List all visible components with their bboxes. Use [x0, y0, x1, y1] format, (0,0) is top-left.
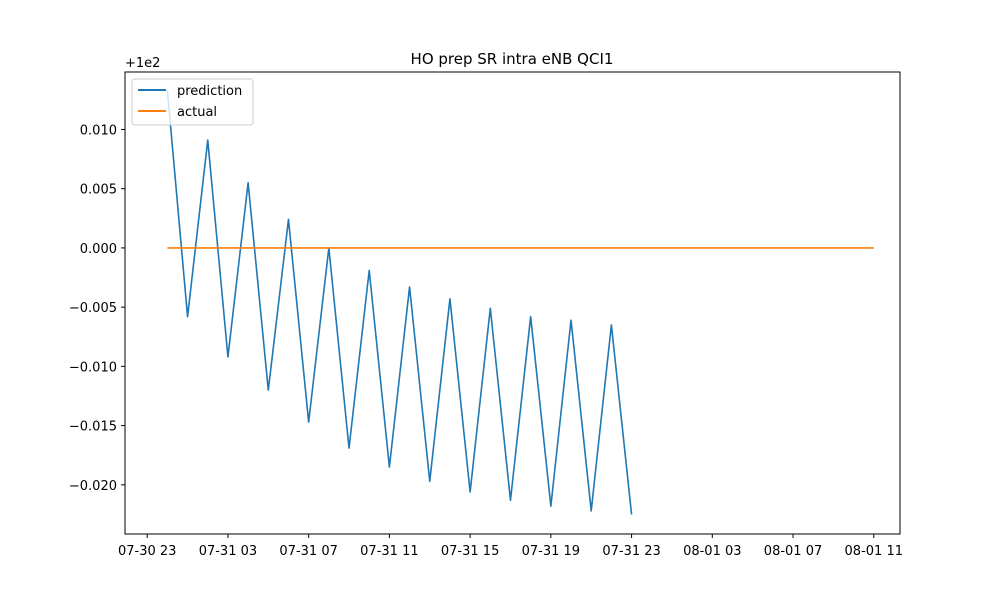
x-tick-label: 08-01 11 [845, 544, 903, 559]
y-tick-label: 0.000 [80, 242, 117, 257]
legend-label-actual: actual [177, 105, 217, 120]
y-tick-label: −0.020 [69, 479, 117, 494]
x-tick-label: 07-31 11 [360, 544, 418, 559]
chart-title: HO prep SR intra eNB QCI1 [411, 50, 614, 68]
y-tick-label: −0.010 [69, 360, 117, 375]
x-axis: 07-30 23 07-31 03 07-31 07 07-31 11 07-31 15… [118, 534, 903, 559]
legend: prediction actual [131, 78, 254, 126]
x-tick-label: 07-31 23 [602, 544, 660, 559]
y-tick-label: −0.015 [69, 420, 117, 435]
legend-label-prediction: prediction [177, 84, 242, 99]
y-tick-label: 0.010 [80, 123, 117, 138]
y-tick-label: −0.005 [69, 301, 117, 316]
series-layer [166, 90, 874, 515]
x-tick-label: 07-31 03 [199, 544, 257, 559]
x-tick-label: 07-31 15 [441, 544, 499, 559]
series-line-prediction [166, 90, 633, 515]
plot-frame [124, 71, 901, 535]
y-axis: 0.010 0.005 0.000 −0.005 −0.010 −0.015 −0.020 [69, 123, 125, 494]
x-tick-label: 08-01 03 [683, 544, 741, 559]
x-tick-label: 07-31 07 [279, 544, 337, 559]
x-tick-label: 07-31 19 [522, 544, 580, 559]
y-tick-label: 0.005 [80, 183, 117, 198]
x-tick-label: 07-30 23 [118, 544, 176, 559]
y-offset-label: +1e2 [125, 56, 160, 71]
x-tick-label: 08-01 07 [764, 544, 822, 559]
